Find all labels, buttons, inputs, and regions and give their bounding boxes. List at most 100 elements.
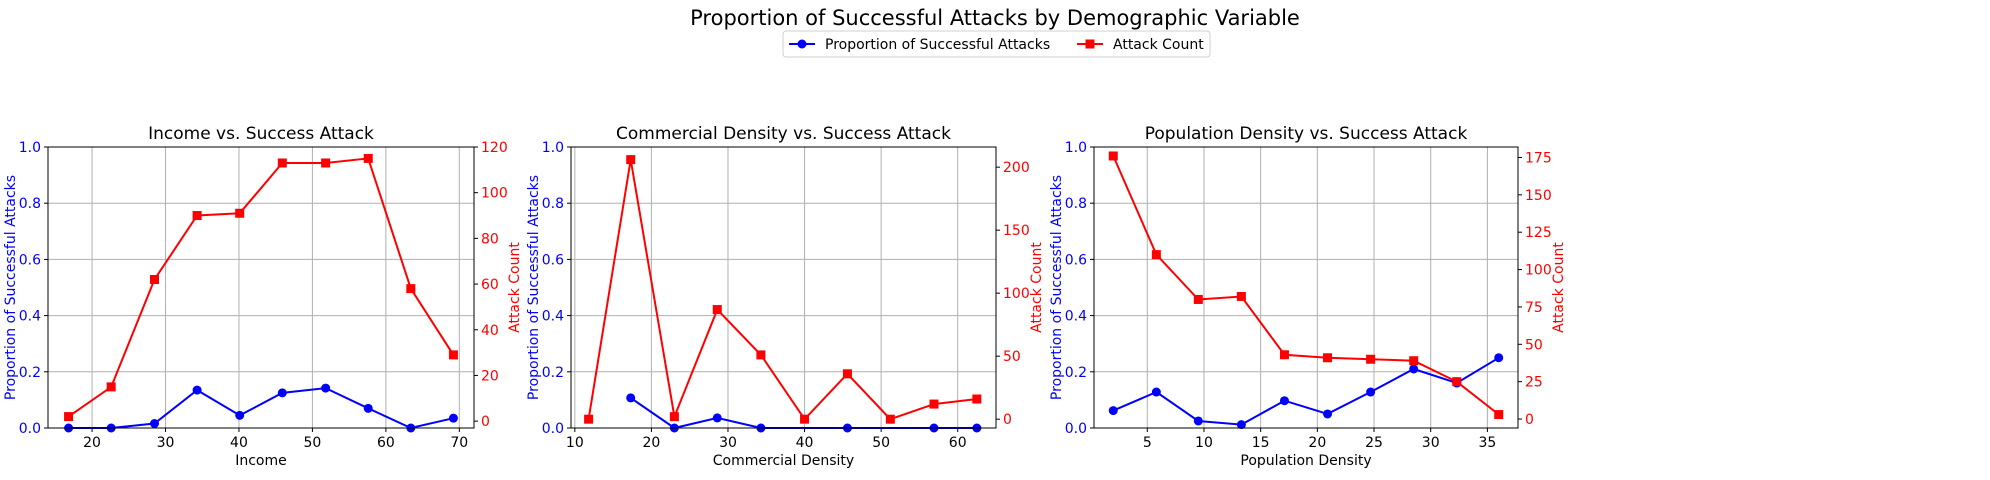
x-axis-label: Population Density [1240,453,1371,469]
data-point [1108,151,1118,161]
data-point [150,275,159,285]
y-left-tick-label: 0.8 [542,196,564,212]
subplot-title: Commercial Density vs. Success Attack [616,124,951,144]
data-point [756,350,766,360]
x-tick-label: 10 [566,435,584,451]
y-left-tick-label: 0.6 [542,252,564,268]
y-right-tick-label: 100 [1003,286,1030,302]
x-tick-label: 10 [1195,435,1213,451]
data-point [363,403,373,413]
legend-proportion-marker [797,39,807,49]
data-point [712,413,722,423]
data-point [1151,387,1161,397]
x-tick-label: 60 [377,435,395,451]
data-point [1151,250,1161,260]
y-right-axis-label: Attack Count [1029,242,1045,333]
data-point [1452,377,1462,387]
legend-proportion-label: Proportion of Successful Attacks [825,37,1050,53]
x-tick-label: 40 [230,435,248,451]
y-left-axis-label: Proportion of Successful Attacks [1049,175,1065,400]
data-point [1193,416,1203,426]
subplot-1: 20 30 40 50 60 70 0.0 0.2 0.4 0.6 0.8 1.0 0 20 40 60 80 1… [3,124,523,469]
y-left-tick-label: 0.0 [19,421,41,437]
y-right-axis-label: Attack Count [1551,242,1567,333]
x-tick-label: 25 [1365,435,1383,451]
x-axis-label: Commercial Density [713,453,854,469]
series-attack-count [1108,151,1504,420]
data-point [626,155,636,165]
y-right-tick-label: 0 [1003,412,1012,428]
y-left-tick-label: 1.0 [19,140,41,156]
data-point [192,385,202,395]
data-point [885,414,895,424]
y-right-tick-label: 50 [1525,337,1543,353]
y-right-tick-label: 200 [1003,160,1030,176]
y-right-axis-label: Attack Count [507,242,523,333]
y-right-tick-label: 60 [481,277,499,293]
series-proportion [1108,353,1504,430]
data-point [842,369,852,379]
legend-attack-count-label: Attack Count [1113,37,1204,53]
series-attack-count [584,155,982,424]
y-right-tick-label: 0 [1525,412,1534,428]
data-point [235,410,245,420]
y-right-tick-label: 20 [481,368,499,384]
x-tick-label: 20 [642,435,660,451]
y-left-axis-label: Proportion of Successful Attacks [3,175,19,400]
subplot-3: 5 10 15 20 25 30 35 0.0 0.2 0.4 0.6 0.8 1.0 0 25 50 75 10… [1049,124,1567,469]
data-point [448,413,458,423]
data-point [277,158,287,168]
series-attack-count [64,153,458,422]
y-left-tick-label: 0.0 [1065,421,1087,437]
data-point [1323,409,1333,419]
x-tick-label: 35 [1478,435,1496,451]
subplot-title: Population Density vs. Success Attack [1145,124,1468,144]
y-left-tick-label: 0.8 [1065,196,1087,212]
data-point [1279,350,1289,360]
x-tick-label: 20 [83,435,101,451]
x-tick-label: 20 [1308,435,1326,451]
data-point [321,383,331,393]
y-right-tick-label: 0 [481,414,490,430]
plot-frame [570,146,997,429]
x-tick-label: 30 [719,435,737,451]
y-left-tick-label: 0.2 [19,365,41,381]
y-right-tick-label: 50 [1003,349,1021,365]
x-tick-label: 50 [303,435,321,451]
series-line [1112,155,1500,416]
y-right-tick-label: 80 [481,231,499,247]
y-left-tick-label: 0.4 [19,309,41,325]
y-left-tick-label: 1.0 [542,140,564,156]
y-right-tick-label: 150 [1003,223,1030,239]
x-axis-label: Income [235,453,287,469]
data-point [584,414,594,424]
data-point [150,419,159,429]
legend-attack-count-marker [1085,39,1095,49]
series-line [68,387,454,430]
series-line [587,159,978,421]
y-right-tick-label: 40 [481,323,499,339]
y-left-tick-label: 1.0 [1065,140,1087,156]
x-tick-label: 60 [949,435,967,451]
legend-frame [782,30,1211,58]
y-left-tick-label: 0.6 [1065,252,1087,268]
series-line [68,157,455,418]
series-proportion [64,383,458,433]
data-point [1409,364,1419,374]
x-tick-label: 50 [872,435,890,451]
data-point [1193,294,1203,304]
data-point [1366,387,1376,397]
data-point [712,305,722,315]
y-left-tick-label: 0.4 [542,309,564,325]
data-point [1494,410,1504,420]
x-tick-label: 30 [1422,435,1440,451]
y-left-tick-label: 0.8 [19,196,41,212]
data-point [626,393,636,403]
y-left-tick-label: 0.2 [1065,365,1087,381]
y-left-tick-label: 0.0 [542,421,564,437]
y-right-tick-label: 125 [1525,225,1552,241]
plot-frame [1093,146,1519,429]
data-point [448,350,458,360]
y-right-tick-label: 25 [1525,375,1543,391]
data-point [1236,420,1246,430]
